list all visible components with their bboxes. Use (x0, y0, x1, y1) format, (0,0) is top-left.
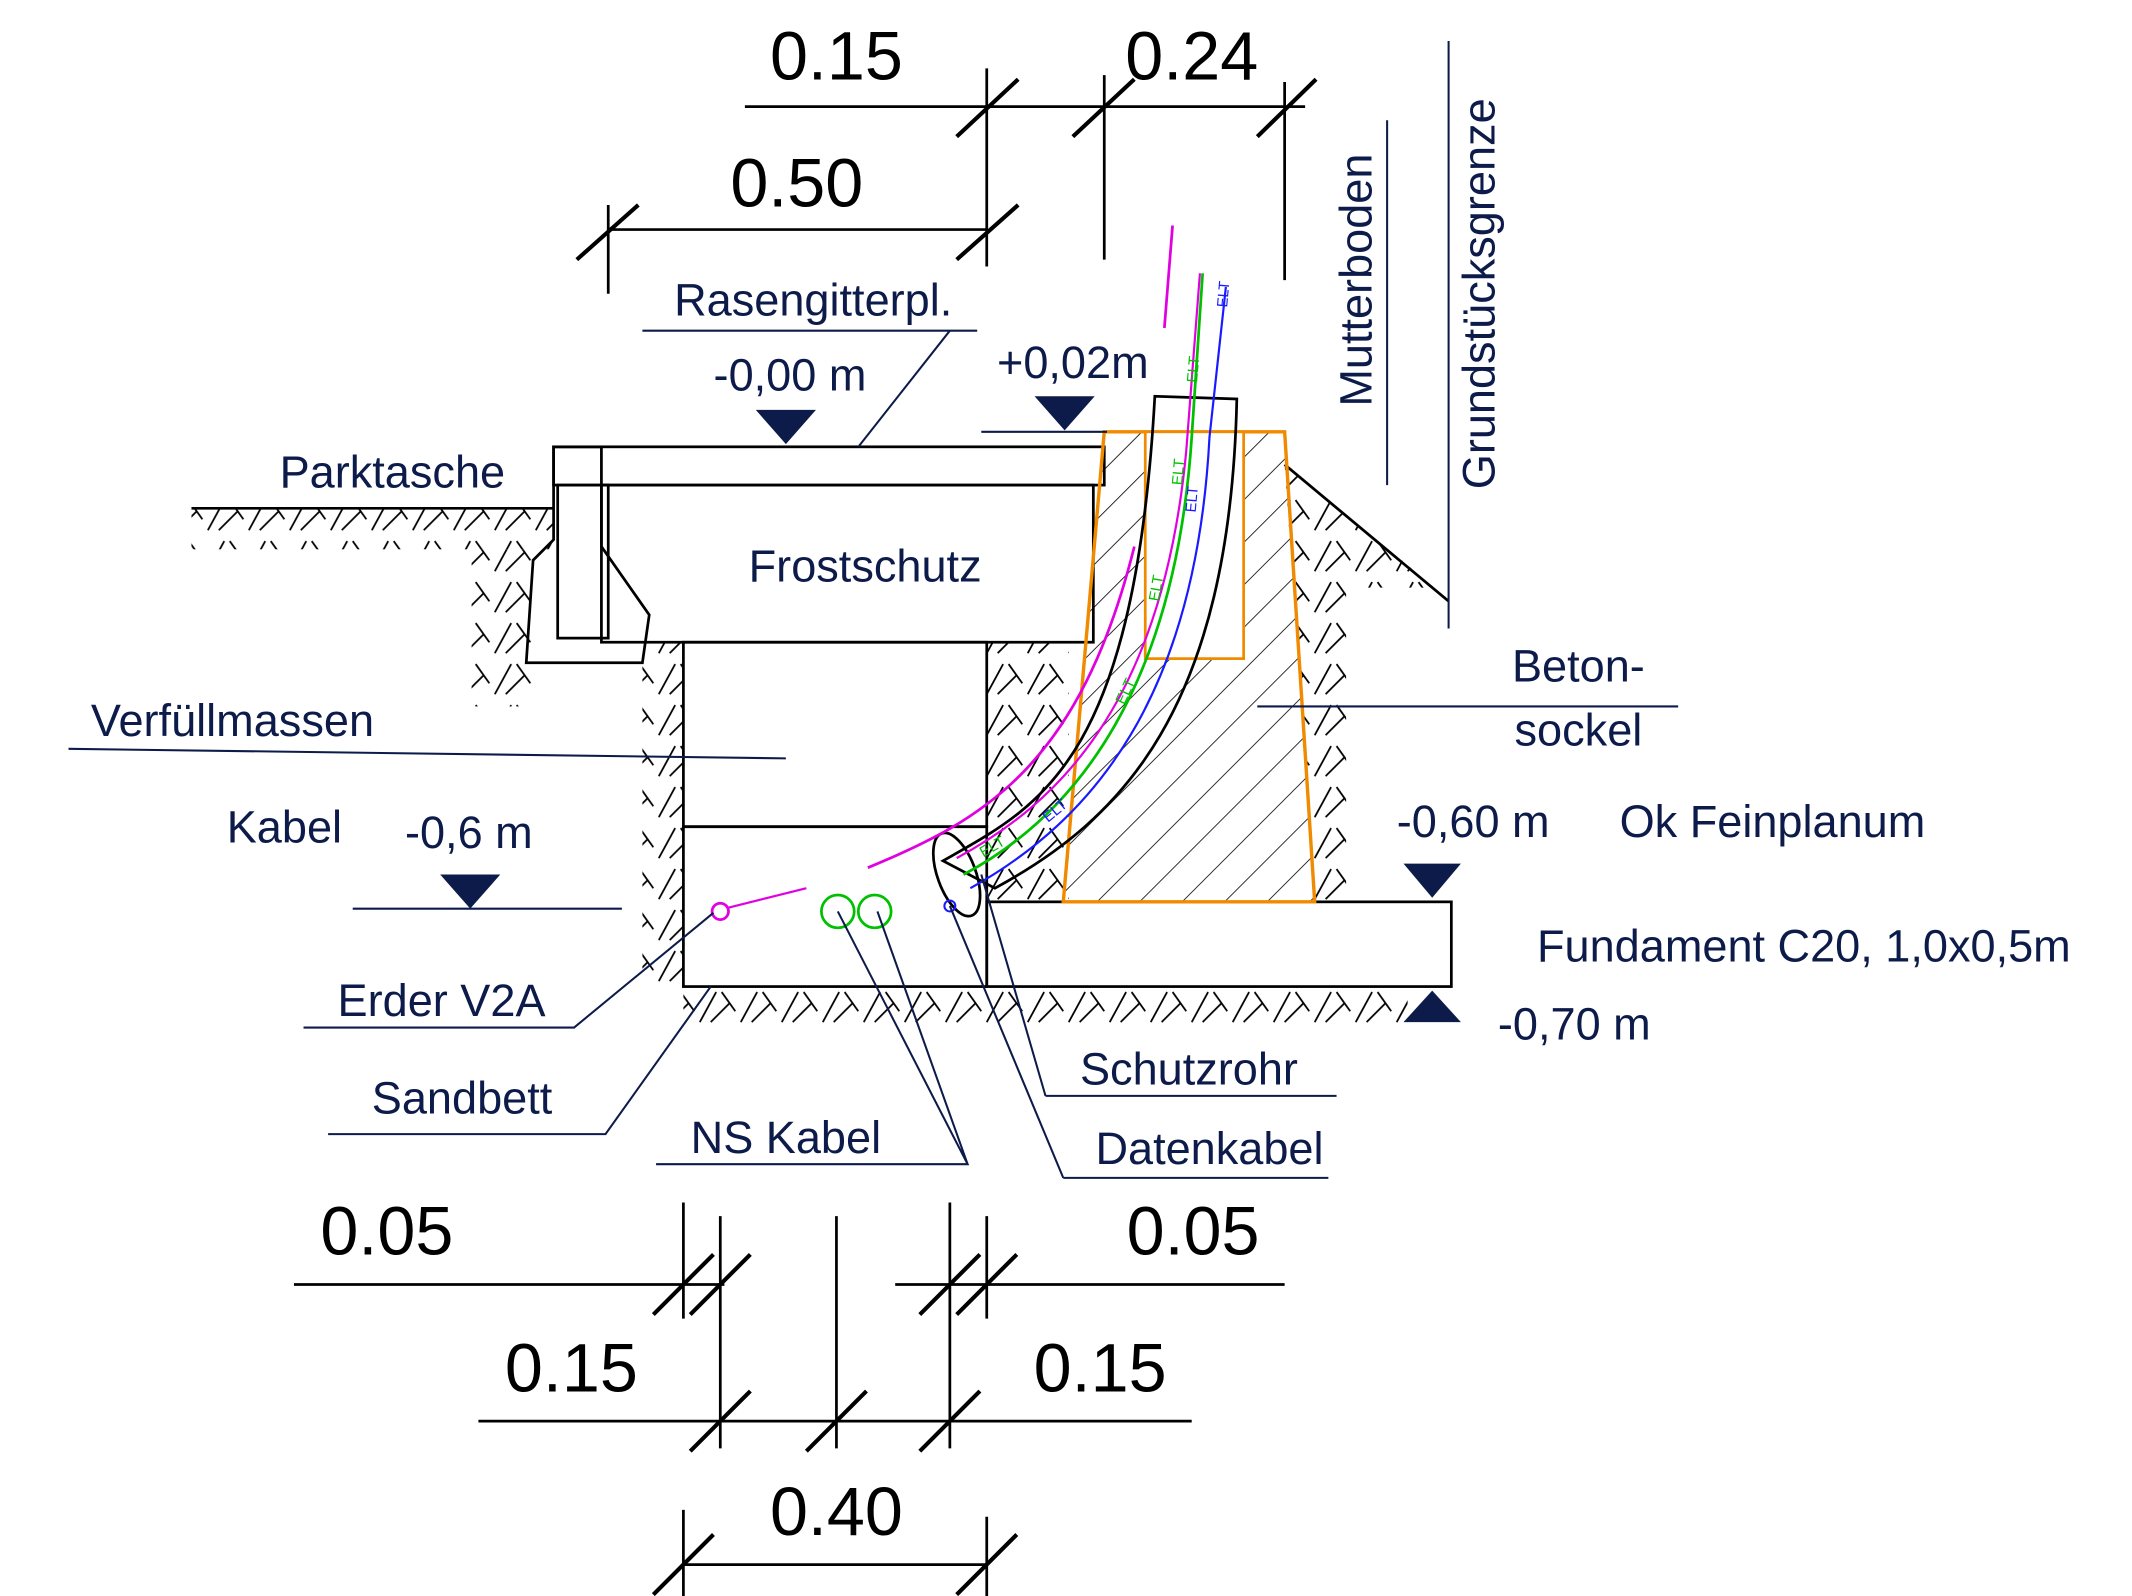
label: Erder V2A (338, 975, 546, 1026)
label: Sandbett (372, 1072, 553, 1123)
label: Schutzrohr (1080, 1044, 1298, 1095)
label: NS Kabel (691, 1112, 881, 1163)
dimension: 0.15 (770, 19, 903, 95)
dimension: 0.05 (1127, 1194, 1260, 1270)
dimension: 0.05 (320, 1194, 453, 1270)
label: sockel (1515, 705, 1643, 756)
label: Beton- (1512, 640, 1645, 691)
label: Parktasche (280, 446, 506, 497)
cable-tag: ELT (1184, 355, 1203, 383)
dimension: 0.24 (1125, 19, 1258, 95)
geometry (68, 40, 1679, 1596)
dimension: 0.15 (1034, 1330, 1167, 1406)
dimension: 0.50 (730, 146, 863, 222)
label: Verfüllmassen (91, 695, 374, 746)
cable-tag: ELT (1146, 574, 1167, 603)
level: -0,60 m (1397, 796, 1550, 847)
dimension: 0.40 (770, 1474, 903, 1550)
level: -0,6 m (405, 807, 533, 858)
label: Frostschutz (749, 541, 982, 592)
label: Mutterboden (1331, 154, 1382, 407)
cable-tag: ELT (1169, 458, 1188, 486)
level: +0,02m (997, 337, 1149, 388)
label: Grundstücksgrenze (1454, 98, 1505, 489)
label: Ok Feinplanum (1620, 796, 1926, 847)
level: -0,70 m (1498, 998, 1651, 1049)
dimension: 0.15 (505, 1330, 638, 1406)
label: Rasengitterpl. (674, 274, 952, 325)
level: -0,00 m (714, 349, 867, 400)
cable-tag: ELT (1214, 280, 1233, 308)
label: Fundament C20, 1,0x0,5m (1537, 921, 2071, 972)
label: Datenkabel (1095, 1123, 1323, 1174)
cable-tag: ELT (1183, 485, 1202, 513)
label: Kabel (227, 802, 342, 853)
